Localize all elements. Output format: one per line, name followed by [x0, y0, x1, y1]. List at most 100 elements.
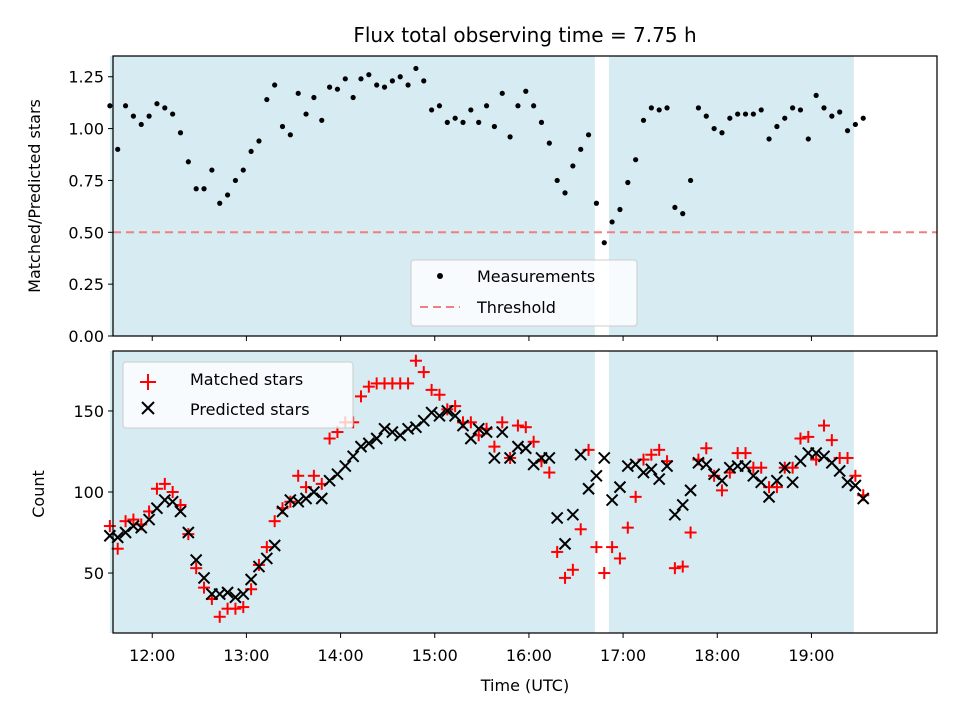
measurement-point — [531, 103, 537, 109]
predicted-star-point — [339, 459, 352, 473]
measurement-point — [374, 82, 380, 88]
predicted-star-point — [762, 490, 776, 504]
predicted-star-point — [645, 463, 658, 476]
measurement-point — [797, 107, 804, 113]
predicted-star-point — [739, 459, 752, 473]
measurement-point — [334, 86, 341, 92]
predicted-star-point — [676, 498, 689, 512]
matched-star-point — [676, 560, 689, 573]
predicted-star-point — [260, 552, 274, 565]
predicted-star-point — [496, 425, 509, 439]
measurement-point — [578, 146, 584, 152]
matched-star-point — [417, 366, 430, 379]
measurement-point — [130, 113, 137, 119]
matched-star-point — [621, 521, 634, 534]
predicted-star-point — [268, 539, 281, 552]
matched-star-point — [190, 562, 203, 575]
y-tick-label: 1.00 — [68, 120, 104, 139]
measurement-point — [680, 211, 686, 217]
predicted-star-point — [441, 404, 454, 418]
legend-measurements-marker — [437, 273, 443, 279]
measurement-point — [217, 200, 223, 206]
predicted-star-point — [480, 425, 493, 439]
measurement-point — [476, 119, 482, 125]
predicted-star-point — [849, 479, 862, 492]
matched-star-point — [496, 416, 509, 429]
predicted-star-point — [770, 474, 784, 487]
measurement-point — [122, 103, 129, 109]
measurement-point — [115, 146, 121, 152]
measurement-point — [279, 123, 286, 130]
y-tick-label: 1.25 — [68, 68, 104, 87]
predicted-star-point — [590, 469, 603, 483]
measurement-point — [107, 103, 113, 109]
matched-star-point — [488, 440, 501, 453]
bottom-legend-box — [122, 361, 354, 429]
predicted-star-point — [715, 474, 729, 487]
measurement-point — [852, 121, 858, 128]
predicted-star-point — [197, 571, 211, 585]
predicted-star-point — [346, 450, 360, 463]
predicted-star-point — [370, 432, 383, 445]
legend-predicted-label: Predicted stars — [190, 400, 310, 419]
predicted-star-point — [111, 531, 124, 544]
measurement-point — [617, 206, 623, 213]
predicted-star-point — [684, 484, 697, 497]
measurement-point — [460, 119, 466, 125]
measurement-point — [727, 115, 733, 121]
measurement-point — [326, 84, 333, 90]
matched-star-point — [543, 466, 556, 479]
x-tick-label: 16:00 — [506, 646, 552, 665]
predicted-star-point — [700, 458, 713, 471]
predicted-star-point — [166, 495, 179, 508]
measurement-point — [483, 103, 490, 109]
measurement-point — [695, 105, 702, 111]
matched-star-point — [739, 447, 752, 460]
measurement-point — [162, 105, 168, 111]
matched-star-point — [519, 421, 532, 434]
measurement-point — [601, 240, 607, 246]
measurement-point — [170, 111, 176, 117]
measurement-point — [554, 177, 560, 184]
matched-star-point — [551, 545, 564, 558]
measurement-point — [209, 167, 215, 173]
predicted-star-point — [660, 459, 674, 473]
measurement-point — [185, 159, 191, 165]
measurement-point — [287, 132, 293, 138]
predicted-star-point — [142, 513, 156, 526]
matched-star-point — [260, 541, 273, 554]
matched-star-point — [849, 469, 862, 482]
matched-star-point — [307, 469, 320, 482]
y-tick-label: 150 — [73, 402, 104, 421]
measurement-point — [405, 82, 411, 88]
matched-star-point — [354, 390, 367, 403]
measurement-point — [303, 111, 309, 117]
measurement-point — [782, 115, 788, 121]
predicted-star-point — [425, 406, 438, 419]
measurement-point — [491, 123, 497, 130]
matched-star-point — [237, 601, 250, 614]
predicted-star-point — [237, 587, 250, 601]
measurement-point — [790, 105, 796, 111]
measurement-point — [413, 65, 419, 72]
measurement-point — [672, 204, 678, 211]
matched-star-point — [409, 354, 422, 367]
measurement-point — [452, 115, 458, 121]
matched-star-point — [362, 380, 375, 393]
observing-window-shade — [608, 351, 854, 633]
predicted-star-point — [315, 492, 328, 505]
x-tick-label: 12:00 — [129, 646, 175, 665]
matched-star-point — [645, 448, 658, 461]
measurement-point — [515, 103, 521, 109]
matched-star-point — [402, 377, 415, 390]
measurement-point — [640, 117, 647, 123]
predicted-star-point — [519, 442, 532, 455]
measurement-point — [570, 163, 576, 169]
legend-predicted-marker — [141, 401, 155, 415]
predicted-star-point — [291, 495, 305, 508]
measurement-point — [546, 140, 552, 146]
measurement-point — [837, 109, 843, 115]
measurement-point — [319, 117, 325, 123]
x-tick-label: 17:00 — [600, 646, 646, 665]
matched-star-point — [770, 481, 783, 494]
